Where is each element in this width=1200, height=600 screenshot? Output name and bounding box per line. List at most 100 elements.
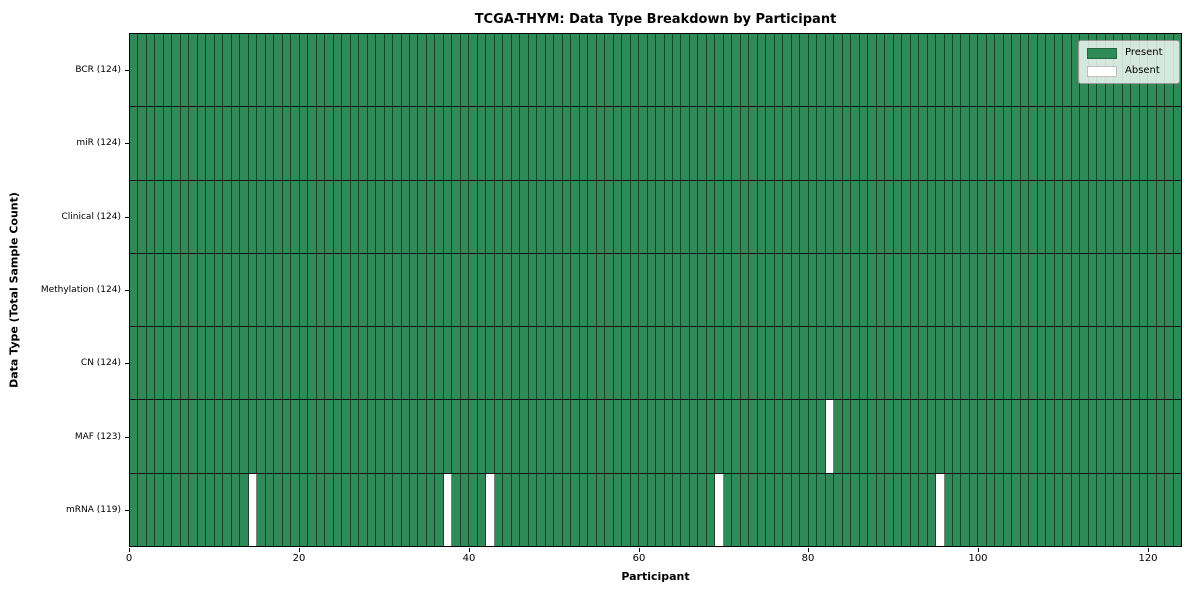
heatmap-cell-miR-75-present: [766, 107, 775, 180]
heatmap-cell-MAF-99-present: [969, 400, 979, 473]
heatmap-cell-BCR-25-present: [342, 34, 351, 107]
heatmap-cell-mRNA-75-present: [766, 473, 775, 546]
heatmap-cell-mRNA-106-present: [1029, 473, 1038, 546]
heatmap-cell-Methylation-90-present: [893, 253, 903, 327]
heatmap-cell-miR-23-present: [325, 107, 334, 180]
heatmap-cell-MAF-60-present: [639, 400, 648, 473]
heatmap-cell-mRNA-103-present: [1003, 473, 1013, 546]
heatmap-cell-Clinical-62-present: [656, 180, 665, 253]
heatmap-cell-Clinical-22-present: [316, 180, 326, 253]
heatmap-cell-Methylation-34-present: [418, 253, 427, 327]
heatmap-cell-Methylation-42-present: [486, 253, 495, 327]
heatmap-cell-MAF-42-present: [486, 400, 495, 473]
heatmap-cell-Clinical-101-present: [986, 180, 996, 253]
heatmap-cell-Clinical-18-present: [282, 180, 292, 253]
heatmap-cell-CN-1-present: [138, 327, 147, 400]
heatmap-cell-miR-37-present: [443, 107, 453, 180]
heatmap-cell-CN-9-present: [206, 327, 215, 400]
heatmap-cell-MAF-26-present: [350, 400, 360, 473]
heatmap-cell-Methylation-15-present: [257, 253, 266, 327]
heatmap-cell-Clinical-21-present: [308, 180, 317, 253]
heatmap-cell-miR-80-present: [808, 107, 818, 180]
y-tick-label-Methylation: Methylation (124): [40, 285, 121, 295]
heatmap-cell-mRNA-50-present: [554, 473, 563, 546]
heatmap-cell-BCR-38-present: [452, 34, 461, 107]
heatmap-cell-MAF-45-present: [511, 400, 521, 473]
heatmap-cell-MAF-67-present: [698, 400, 707, 473]
heatmap-cell-BCR-32-present: [401, 34, 410, 107]
heatmap-cell-Clinical-81-present: [817, 180, 826, 253]
heatmap-cell-mRNA-123-present: [1173, 473, 1182, 546]
heatmap-cell-Methylation-123-present: [1173, 253, 1182, 327]
heatmap-cell-miR-86-present: [859, 107, 869, 180]
heatmap-cell-miR-120-present: [1148, 107, 1157, 180]
heatmap-cell-MAF-110-present: [1063, 400, 1072, 473]
heatmap-cell-BCR-85-present: [851, 34, 860, 107]
heatmap-cell-MAF-48-present: [537, 400, 546, 473]
heatmap-cell-CN-41-present: [477, 327, 487, 400]
heatmap-cell-Methylation-52-present: [571, 253, 580, 327]
heatmap-cell-miR-73-present: [749, 107, 758, 180]
x-tick-label-0: 0: [125, 553, 133, 564]
heatmap-cell-Methylation-27-present: [359, 253, 368, 327]
heatmap-cell-miR-41-present: [477, 107, 487, 180]
heatmap-cell-Methylation-115-present: [1105, 253, 1115, 327]
heatmap-cell-mRNA-90-present: [893, 473, 903, 546]
heatmap-cell-BCR-107-present: [1037, 34, 1047, 107]
heatmap-cell-mRNA-3-present: [155, 473, 164, 546]
heatmap-cell-miR-18-present: [282, 107, 292, 180]
heatmap-cell-mRNA-24-present: [333, 473, 343, 546]
heatmap-cell-Methylation-83-present: [834, 253, 843, 327]
heatmap-cell-mRNA-31-present: [393, 473, 402, 546]
heatmap-cell-BCR-64-present: [673, 34, 682, 107]
heatmap-cell-mRNA-37-absent: [443, 473, 453, 546]
heatmap-cell-CN-17-present: [274, 327, 283, 400]
heatmap-cell-mRNA-91-present: [902, 473, 911, 546]
heatmap-cell-miR-103-present: [1003, 107, 1013, 180]
heatmap-cell-mRNA-60-present: [639, 473, 648, 546]
heatmap-cell-mRNA-61-present: [647, 473, 657, 546]
heatmap-cell-CN-16-present: [265, 327, 275, 400]
heatmap-cell-mRNA-2-present: [146, 473, 156, 546]
heatmap-cell-CN-91-present: [902, 327, 911, 400]
heatmap-cell-mRNA-107-present: [1037, 473, 1047, 546]
heatmap-cell-BCR-66-present: [689, 34, 699, 107]
heatmap-cell-MAF-92-present: [910, 400, 920, 473]
heatmap-cell-MAF-76-present: [774, 400, 784, 473]
heatmap-cell-Methylation-62-present: [656, 253, 665, 327]
heatmap-cell-mRNA-21-present: [308, 473, 317, 546]
heatmap-cell-CN-106-present: [1029, 327, 1038, 400]
heatmap-cell-Clinical-96-present: [944, 180, 953, 253]
heatmap-cell-MAF-25-present: [342, 400, 351, 473]
heatmap-cell-miR-5-present: [172, 107, 181, 180]
heatmap-cell-Clinical-112-present: [1080, 180, 1089, 253]
heatmap-cell-miR-59-present: [630, 107, 640, 180]
heatmap-cell-miR-113-present: [1088, 107, 1098, 180]
heatmap-cell-miR-12-present: [231, 107, 241, 180]
heatmap-cell-CN-79-present: [800, 327, 809, 400]
heatmap-cell-MAF-62-present: [656, 400, 665, 473]
heatmap-cell-CN-101-present: [986, 327, 996, 400]
heatmap-cell-Clinical-53-present: [579, 180, 589, 253]
heatmap-cell-CN-8-present: [197, 327, 207, 400]
x-tick-mark: [469, 548, 470, 552]
heatmap-cell-MAF-73-present: [749, 400, 758, 473]
heatmap-cell-MAF-8-present: [197, 400, 207, 473]
heatmap-cell-Methylation-4-present: [163, 253, 173, 327]
heatmap-cell-CN-87-present: [868, 327, 877, 400]
heatmap-cell-CN-10-present: [214, 327, 224, 400]
heatmap-cell-BCR-22-present: [316, 34, 326, 107]
heatmap-cell-CN-3-present: [155, 327, 164, 400]
heatmap-cell-Methylation-118-present: [1131, 253, 1140, 327]
heatmap-cell-CN-80-present: [808, 327, 818, 400]
heatmap-cell-BCR-9-present: [206, 34, 215, 107]
heatmap-cell-Methylation-1-present: [138, 253, 147, 327]
heatmap-cell-mRNA-44-present: [503, 473, 512, 546]
heatmap-cell-BCR-78-present: [791, 34, 801, 107]
heatmap-cell-Methylation-43-present: [494, 253, 504, 327]
heatmap-cell-BCR-51-present: [562, 34, 572, 107]
heatmap-cell-Clinical-13-present: [240, 180, 249, 253]
heatmap-cell-Clinical-95-present: [936, 180, 945, 253]
heatmap-cell-mRNA-25-present: [342, 473, 351, 546]
heatmap-cell-BCR-23-present: [325, 34, 334, 107]
